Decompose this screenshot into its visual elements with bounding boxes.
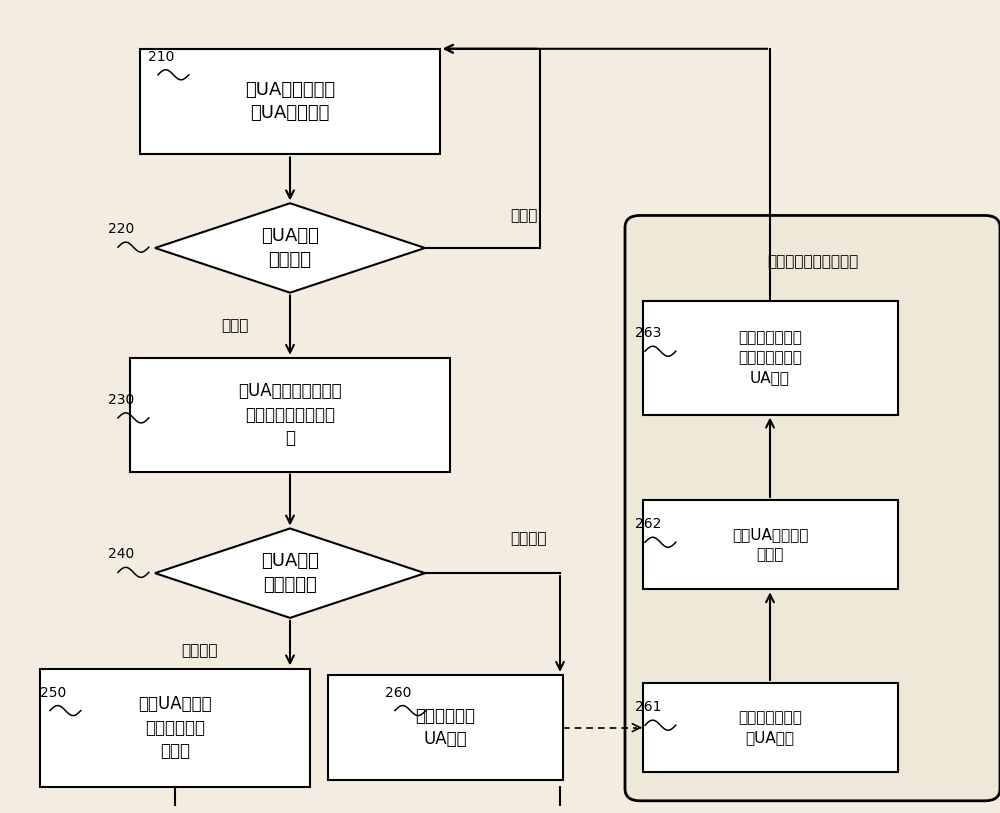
Text: 定期获取未解析
的UA信息: 定期获取未解析 的UA信息 bbox=[738, 711, 802, 745]
FancyBboxPatch shape bbox=[643, 683, 898, 772]
Text: 260: 260 bbox=[385, 685, 411, 700]
Text: 将UA信息与关键字样
本库中的关键字做匹
配: 将UA信息与关键字样 本库中的关键字做匹 配 bbox=[238, 382, 342, 447]
Text: 该UA信息
已经匹配上: 该UA信息 已经匹配上 bbox=[261, 552, 319, 594]
Polygon shape bbox=[155, 203, 425, 293]
Text: 将提取到的关键
字输入至已解析
UA库中: 将提取到的关键 字输入至已解析 UA库中 bbox=[738, 330, 802, 385]
Polygon shape bbox=[155, 528, 425, 618]
Text: 未解析: 未解析 bbox=[221, 318, 249, 333]
Text: 240: 240 bbox=[108, 547, 134, 562]
Text: 220: 220 bbox=[108, 222, 134, 237]
Text: 定期更新关键字样本库: 定期更新关键字样本库 bbox=[767, 254, 858, 269]
Text: 已解析: 已解析 bbox=[510, 208, 537, 223]
FancyBboxPatch shape bbox=[643, 301, 898, 415]
FancyBboxPatch shape bbox=[40, 668, 310, 787]
Text: 存储未解析的
UA信息: 存储未解析的 UA信息 bbox=[415, 706, 475, 749]
FancyBboxPatch shape bbox=[140, 49, 440, 154]
Text: 未匹配上: 未匹配上 bbox=[510, 531, 546, 546]
Text: 230: 230 bbox=[108, 393, 134, 407]
Text: 210: 210 bbox=[148, 50, 174, 64]
Text: 262: 262 bbox=[635, 517, 661, 532]
Text: 已匹配上: 已匹配上 bbox=[182, 643, 218, 658]
Text: 该UA信息
已经解析: 该UA信息 已经解析 bbox=[261, 227, 319, 269]
FancyBboxPatch shape bbox=[625, 215, 1000, 801]
Text: 250: 250 bbox=[40, 685, 66, 700]
FancyBboxPatch shape bbox=[328, 675, 562, 780]
Text: 261: 261 bbox=[635, 700, 662, 715]
Text: 263: 263 bbox=[635, 326, 661, 341]
FancyBboxPatch shape bbox=[130, 358, 450, 472]
Text: 提取UA信息中
的关键字，并
做存储: 提取UA信息中 的关键字，并 做存储 bbox=[138, 695, 212, 760]
Text: 从UA信息库中获
取UA及手机号: 从UA信息库中获 取UA及手机号 bbox=[245, 80, 335, 123]
FancyBboxPatch shape bbox=[643, 500, 898, 589]
Text: 提取UA信息中的
关键字: 提取UA信息中的 关键字 bbox=[732, 528, 808, 562]
